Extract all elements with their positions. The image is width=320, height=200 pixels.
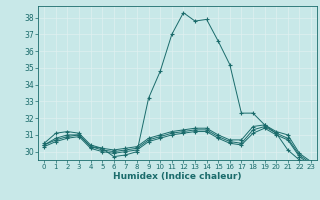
X-axis label: Humidex (Indice chaleur): Humidex (Indice chaleur) <box>113 172 242 181</box>
